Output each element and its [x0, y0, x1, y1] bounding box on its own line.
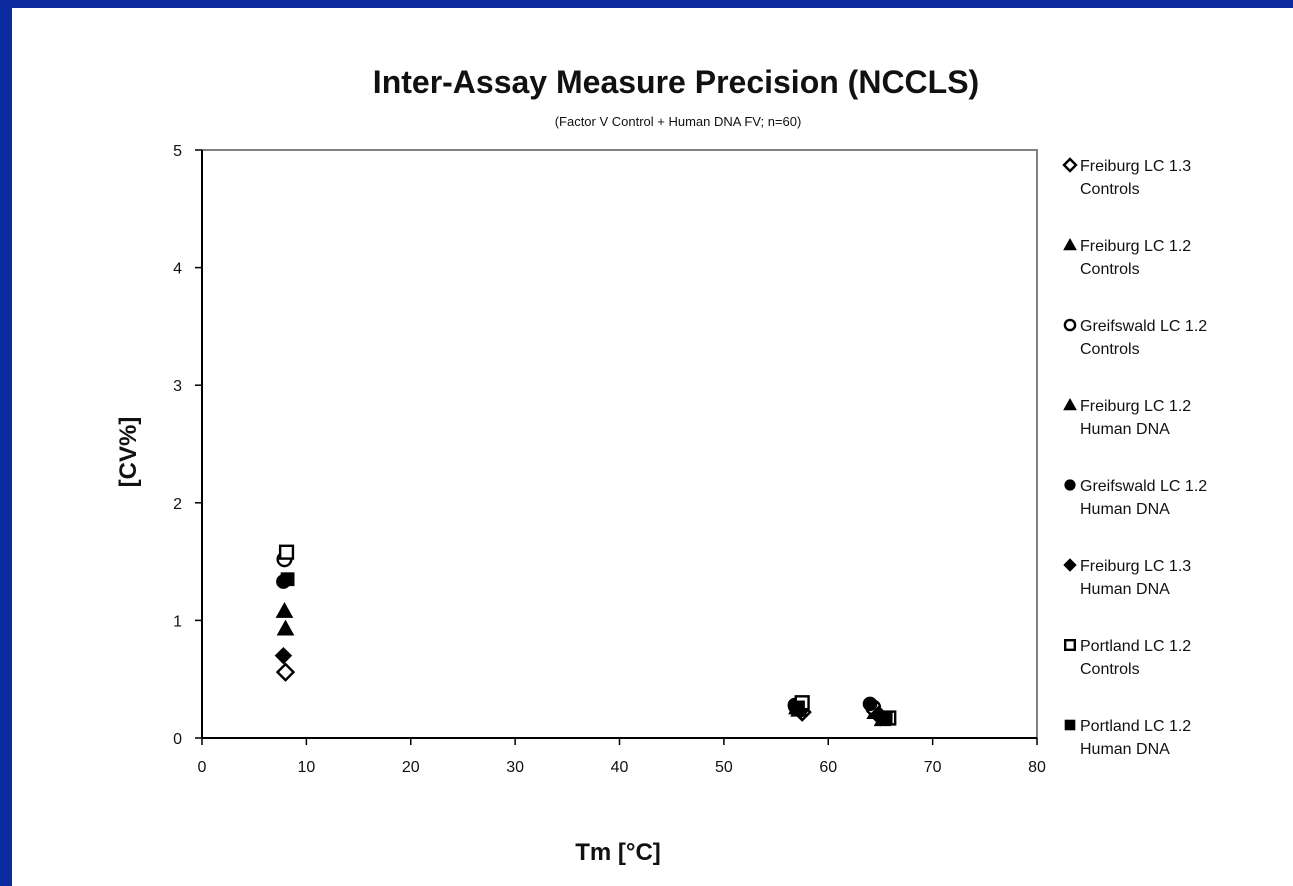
- legend-item: Freiburg LC 1.3 Human DNA: [1063, 558, 1191, 598]
- legend-label: Freiburg LC 1.3: [1080, 158, 1191, 175]
- legend-marker: [1063, 397, 1077, 411]
- x-tick-label: 30: [506, 759, 524, 776]
- scatter-chart: Inter-Assay Measure Precision (NCCLS) (F…: [115, 64, 1207, 866]
- y-tick-label: 5: [173, 143, 182, 160]
- legend-label: Human DNA: [1080, 741, 1170, 758]
- x-tick-label: 70: [924, 759, 942, 776]
- legend-label: Greifswald LC 1.2: [1080, 478, 1207, 495]
- legend-item: Freiburg LC 1.3 Controls: [1062, 157, 1191, 198]
- legend-label: Controls: [1080, 661, 1140, 678]
- x-tick-label: 50: [715, 759, 733, 776]
- legend-label: Human DNA: [1080, 581, 1170, 598]
- legend-item: Greifswald LC 1.2 Human DNA: [1064, 478, 1207, 518]
- axes: [201, 150, 1037, 739]
- x-tick-label: 10: [297, 759, 315, 776]
- data-point: [275, 662, 296, 682]
- legend-item: Freiburg LC 1.2 Controls: [1063, 237, 1191, 278]
- data-point: [276, 619, 295, 636]
- x-tick-label: 60: [819, 759, 837, 776]
- y-tick-label: 2: [173, 496, 182, 513]
- y-tick-label: 3: [173, 378, 182, 395]
- x-tick-label: 40: [611, 759, 629, 776]
- legend-label: Controls: [1080, 181, 1140, 198]
- chart-subtitle: (Factor V Control + Human DNA FV; n=60): [555, 114, 802, 129]
- legend-label: Portland LC 1.2: [1080, 718, 1191, 735]
- data-point: [791, 700, 805, 715]
- x-tick-label: 80: [1028, 759, 1046, 776]
- legend-item: Freiburg LC 1.2 Human DNA: [1063, 397, 1191, 438]
- legend-marker: [1064, 479, 1076, 491]
- legend-item: Portland LC 1.2 Human DNA: [1064, 718, 1191, 758]
- legend-label: Human DNA: [1080, 421, 1170, 438]
- y-tick-label: 4: [173, 261, 182, 278]
- legend-marker: [1063, 639, 1076, 652]
- data-point: [274, 646, 293, 665]
- y-axis-ticks: 0 1 2 3 4 5: [173, 143, 202, 748]
- data-point: [280, 572, 295, 587]
- plot-area-frame: [201, 149, 1038, 739]
- data-point: [862, 696, 878, 712]
- data-point: [278, 544, 295, 560]
- legend-marker: [1063, 558, 1077, 572]
- data-point: [878, 711, 893, 725]
- legend-label: Freiburg LC 1.3: [1080, 558, 1191, 575]
- legend-label: Portland LC 1.2: [1080, 638, 1191, 655]
- legend-label: Greifswald LC 1.2: [1080, 318, 1207, 335]
- legend: Freiburg LC 1.3 Controls Freiburg LC 1.2 Co…: [1062, 157, 1207, 758]
- data-point: [275, 601, 294, 618]
- legend-label: Human DNA: [1080, 501, 1170, 518]
- y-tick-label: 0: [173, 731, 182, 748]
- legend-marker: [1062, 157, 1078, 173]
- x-tick-label: 0: [198, 759, 207, 776]
- x-tick-label: 20: [402, 759, 420, 776]
- legend-label: Controls: [1080, 341, 1140, 358]
- legend-label: Controls: [1080, 261, 1140, 278]
- slide-panel: Inter-Assay Measure Precision (NCCLS) (F…: [12, 8, 1293, 886]
- legend-item: Portland LC 1.2 Controls: [1063, 638, 1191, 678]
- legend-marker: [1064, 719, 1076, 731]
- x-axis-label: Tm [°C]: [575, 839, 661, 866]
- x-axis-ticks: 0 10 20 30 40 50 60 70 80: [198, 738, 1046, 776]
- chart-title: Inter-Assay Measure Precision (NCCLS): [373, 64, 979, 100]
- legend-marker: [1063, 318, 1077, 332]
- legend-label: Freiburg LC 1.2: [1080, 238, 1191, 255]
- legend-label: Freiburg LC 1.2: [1080, 398, 1191, 415]
- y-tick-label: 1: [173, 613, 182, 630]
- data-points: [274, 544, 897, 727]
- y-axis-label: [CV%]: [115, 417, 142, 488]
- legend-item: Greifswald LC 1.2 Controls: [1063, 318, 1207, 358]
- legend-marker: [1063, 237, 1077, 251]
